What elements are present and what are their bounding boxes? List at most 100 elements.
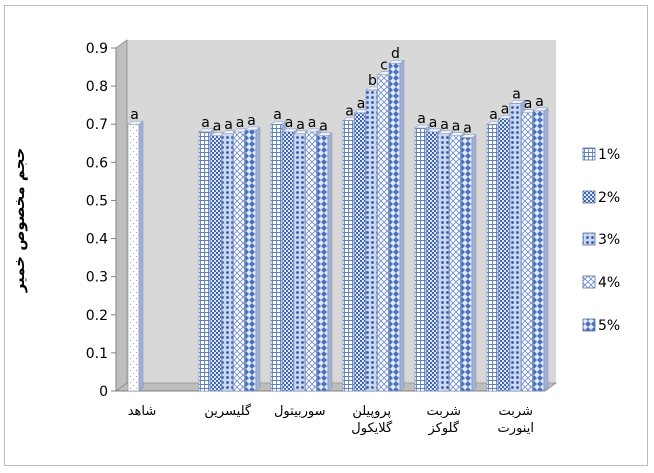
y-tick-label: 0.1: [86, 346, 108, 362]
bar-top: [425, 128, 443, 133]
category-label: شربت: [427, 404, 461, 419]
bar-front: [521, 112, 533, 392]
bar-top: [198, 128, 215, 133]
y-tick-label: 0.7: [86, 117, 108, 133]
bar-4-5: [460, 134, 477, 392]
bar-significance-letter: a: [357, 96, 366, 112]
bar-significance-letter: a: [130, 107, 139, 123]
y-tick-label: 0.4: [86, 232, 108, 248]
bar-front: [127, 123, 140, 392]
y-tick-label: 0.9: [86, 41, 108, 57]
bar-front: [293, 133, 306, 392]
bar-significance-letter: a: [501, 102, 510, 118]
bar-front: [342, 120, 355, 392]
bar-front: [305, 131, 317, 392]
bar-significance-letter: a: [308, 115, 317, 131]
y-tick-label: 0.8: [86, 79, 108, 95]
bar-front: [437, 133, 450, 392]
bar-top: [316, 132, 333, 136]
bar-top: [414, 124, 431, 129]
legend-label: 2%: [598, 190, 620, 206]
legend-swatch: [582, 275, 596, 289]
bar-significance-letter: d: [391, 46, 400, 62]
legend-label: 4%: [598, 275, 620, 291]
bar-significance-letter: a: [224, 117, 233, 133]
category-label: اینورت: [498, 421, 534, 436]
bar-side: [327, 132, 333, 392]
bar-front: [210, 135, 222, 392]
bar-top: [304, 128, 322, 133]
legend: 1% 2% 3% 4% 5%: [582, 147, 620, 334]
legend-label: 1%: [598, 147, 620, 163]
bar-top: [437, 130, 454, 134]
legend-swatch: [582, 190, 596, 204]
bar-top: [509, 100, 526, 104]
legend-swatch: [582, 232, 596, 246]
bar-significance-letter: a: [440, 117, 449, 133]
bar-front: [486, 123, 499, 392]
bar-top: [270, 120, 287, 125]
bar-significance-letter: a: [535, 94, 544, 110]
bar-top: [460, 134, 477, 138]
legend-label: 3%: [598, 232, 620, 248]
bar-side: [138, 120, 144, 392]
bar-significance-letter: a: [296, 117, 305, 133]
y-tick-label: 0.6: [86, 155, 108, 171]
bar-front: [426, 131, 438, 392]
bar-front: [282, 131, 294, 392]
bar-significance-letter: a: [463, 121, 472, 137]
bar-significance-letter: a: [285, 115, 294, 131]
legend-item: 1%: [582, 147, 620, 163]
bar-significance-letter: a: [273, 107, 282, 123]
bar-side: [543, 107, 549, 392]
legend-label: 5%: [598, 318, 620, 334]
bar-significance-letter: a: [213, 119, 222, 135]
bar-front: [198, 131, 211, 392]
bar-significance-letter: a: [236, 115, 245, 131]
bar-front: [354, 112, 366, 392]
bar-significance-letter: a: [247, 113, 256, 129]
y-axis-title: حجم مخصوص خمیر: [10, 148, 28, 294]
legend-item: 4%: [582, 275, 620, 291]
bar-front: [377, 74, 389, 392]
bar-significance-letter: a: [512, 86, 521, 102]
y-tick-label: 0.5: [86, 193, 108, 209]
bar-significance-letter: a: [489, 107, 498, 123]
category-label: شاهد: [128, 404, 157, 419]
bar-significance-letter: b: [368, 73, 377, 89]
y-axis: 0 0.1 0.2 0.3 0.4 0.5 0.6 0.7 0.8 0.9: [86, 41, 545, 400]
legend-item: 5%: [582, 318, 620, 334]
y-tick-label: 0.2: [86, 308, 108, 324]
bar-1-5: [244, 126, 261, 392]
bar-side: [399, 59, 405, 392]
legend-swatch: [582, 318, 596, 332]
bar-front: [532, 110, 545, 392]
y-tick-label: 0: [99, 384, 108, 400]
bar-front: [388, 62, 401, 392]
bar-significance-letter: a: [524, 96, 533, 112]
bar-control: [127, 120, 144, 392]
x-axis-labels: شاهد گلیسرین سوربیتول پروپیلنگلایکولشربتگلو…: [128, 403, 534, 436]
bar-top: [532, 107, 549, 112]
bar-significance-letter: a: [417, 111, 426, 127]
bar-top: [244, 126, 261, 131]
bar-top: [388, 59, 405, 64]
y-tick-label: 0.3: [86, 270, 108, 286]
bar-significance-letter: a: [345, 103, 354, 119]
bar-top: [448, 132, 466, 136]
bar-side: [255, 126, 261, 392]
bar-5-5: [532, 107, 549, 392]
bar-front: [316, 135, 329, 392]
category-label: شربت: [499, 404, 533, 419]
category-label: گلوکز: [427, 420, 459, 436]
legend-item: 3%: [582, 232, 620, 248]
legend-item: 2%: [582, 190, 620, 206]
bar-front: [270, 123, 283, 392]
bar-significance-letter: a: [319, 119, 328, 135]
bar-significance-letter: c: [380, 58, 388, 74]
bar-front: [498, 118, 510, 392]
bar-front: [365, 89, 378, 392]
plot-side-wall: [115, 39, 128, 392]
bar-significance-letter: a: [452, 119, 461, 135]
